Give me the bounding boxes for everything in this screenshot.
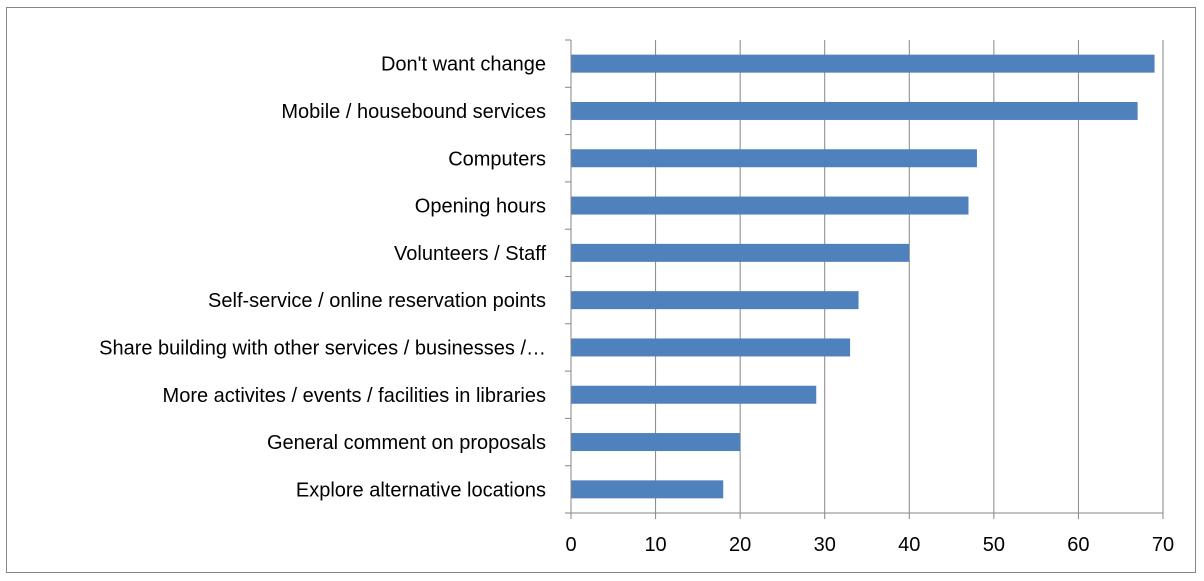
category-label: Share building with other services / bus… bbox=[99, 337, 546, 359]
category-label: Mobile / housebound services bbox=[281, 101, 546, 123]
x-tick-label: 50 bbox=[983, 534, 1005, 556]
x-tick-label: 30 bbox=[814, 534, 836, 556]
bar bbox=[571, 149, 977, 168]
labels: 0 10 20 30 40 50 60 70 Don't want change Mobile /… bbox=[99, 54, 1174, 556]
x-tick-label: 60 bbox=[1067, 534, 1089, 556]
x-tick-label: 40 bbox=[898, 534, 920, 556]
category-label: Self-service / online reservation points bbox=[208, 290, 546, 312]
bar bbox=[571, 243, 910, 262]
bar bbox=[571, 433, 741, 452]
bar bbox=[571, 338, 851, 357]
category-label: Opening hours bbox=[415, 196, 546, 218]
category-label: Don't want change bbox=[381, 54, 546, 76]
axes bbox=[565, 39, 1164, 519]
bar bbox=[571, 291, 859, 310]
bar bbox=[571, 480, 724, 499]
category-label: Computers bbox=[448, 148, 546, 170]
category-label: More activites / events / facilities in … bbox=[163, 385, 546, 407]
bar bbox=[571, 196, 969, 215]
x-tick-label: 10 bbox=[644, 534, 666, 556]
bar bbox=[571, 54, 1155, 73]
bars bbox=[571, 54, 1155, 499]
x-tick-label: 0 bbox=[565, 534, 576, 556]
chart-frame bbox=[6, 7, 1196, 573]
x-tick-label: 70 bbox=[1152, 534, 1174, 556]
category-label: Volunteers / Staff bbox=[394, 243, 546, 265]
x-tick-label: 20 bbox=[729, 534, 751, 556]
category-label: Explore alternative locations bbox=[296, 479, 546, 501]
bar bbox=[571, 101, 1138, 120]
bar bbox=[571, 385, 817, 404]
category-label: General comment on proposals bbox=[267, 432, 546, 454]
